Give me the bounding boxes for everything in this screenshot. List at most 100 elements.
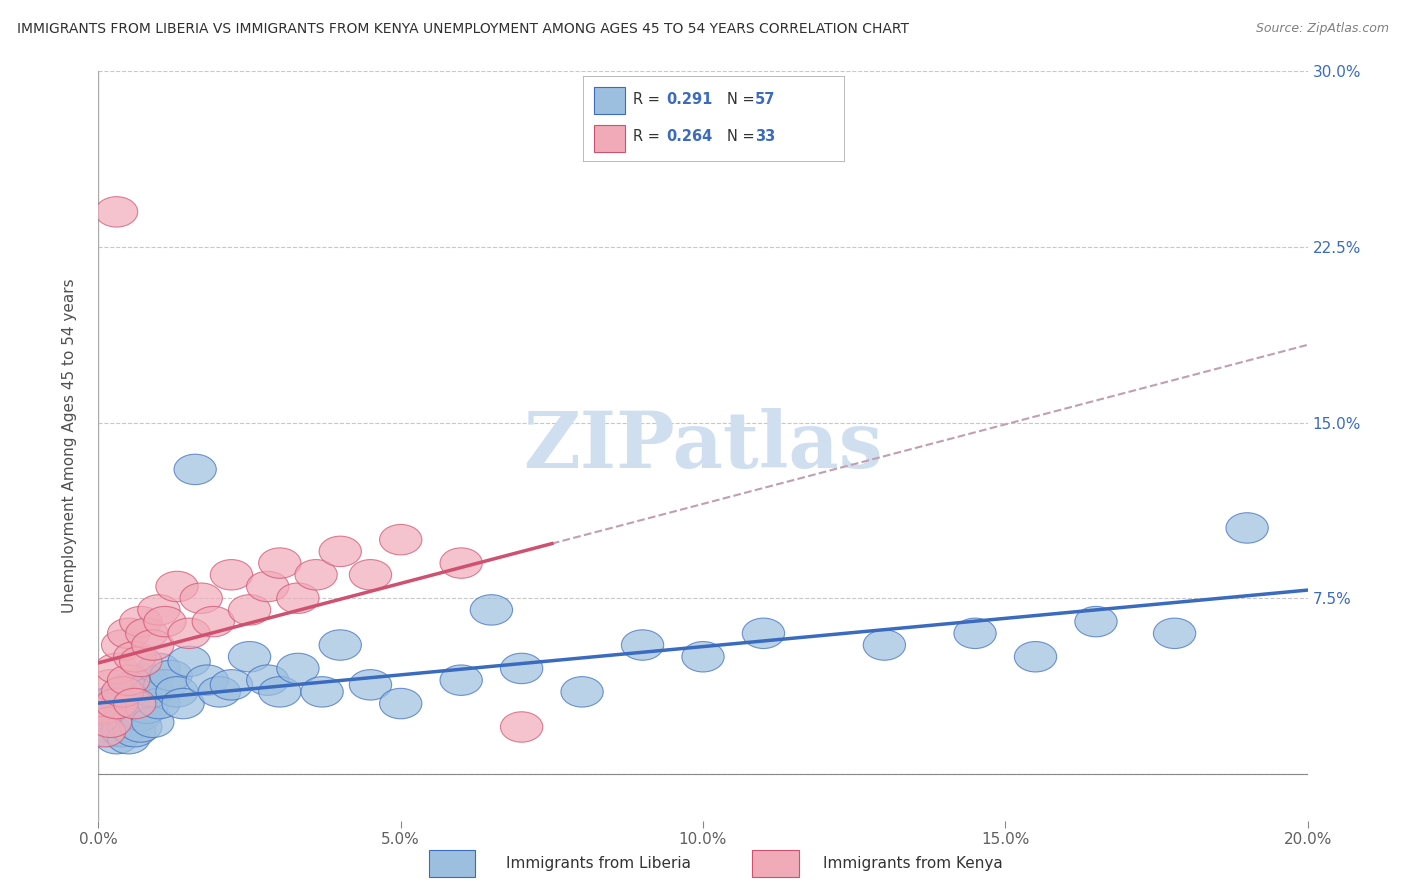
Ellipse shape <box>211 670 253 700</box>
Ellipse shape <box>96 683 138 714</box>
Ellipse shape <box>132 707 174 738</box>
Ellipse shape <box>228 595 271 625</box>
Text: 33: 33 <box>755 129 776 145</box>
Ellipse shape <box>198 677 240 707</box>
Ellipse shape <box>621 630 664 660</box>
Ellipse shape <box>107 665 150 696</box>
Ellipse shape <box>120 646 162 677</box>
Ellipse shape <box>114 670 156 700</box>
Ellipse shape <box>90 670 132 700</box>
Ellipse shape <box>470 595 513 625</box>
Text: N =: N = <box>727 129 759 145</box>
Text: R =: R = <box>633 129 665 145</box>
Ellipse shape <box>132 630 174 660</box>
Text: 0.264: 0.264 <box>666 129 713 145</box>
Ellipse shape <box>114 700 156 731</box>
Ellipse shape <box>101 689 143 719</box>
Ellipse shape <box>440 548 482 578</box>
Ellipse shape <box>319 536 361 566</box>
Ellipse shape <box>83 689 125 719</box>
Ellipse shape <box>101 630 143 660</box>
FancyBboxPatch shape <box>593 125 626 152</box>
Ellipse shape <box>107 618 150 648</box>
Ellipse shape <box>114 689 156 719</box>
Ellipse shape <box>90 707 132 738</box>
Ellipse shape <box>96 653 138 683</box>
Text: ZIPatlas: ZIPatlas <box>523 408 883 484</box>
Ellipse shape <box>107 712 150 742</box>
Text: IMMIGRANTS FROM LIBERIA VS IMMIGRANTS FROM KENYA UNEMPLOYMENT AMONG AGES 45 TO 5: IMMIGRANTS FROM LIBERIA VS IMMIGRANTS FR… <box>17 22 908 37</box>
Ellipse shape <box>156 677 198 707</box>
Ellipse shape <box>561 677 603 707</box>
Ellipse shape <box>143 607 186 637</box>
Ellipse shape <box>186 665 228 696</box>
Ellipse shape <box>380 524 422 555</box>
Ellipse shape <box>83 712 125 742</box>
Ellipse shape <box>501 712 543 742</box>
Ellipse shape <box>167 618 211 648</box>
Ellipse shape <box>107 693 150 723</box>
Ellipse shape <box>174 454 217 484</box>
Ellipse shape <box>96 196 138 227</box>
Ellipse shape <box>259 548 301 578</box>
Ellipse shape <box>295 559 337 590</box>
Ellipse shape <box>742 618 785 648</box>
Ellipse shape <box>90 693 132 723</box>
Text: 57: 57 <box>755 92 776 107</box>
Ellipse shape <box>114 641 156 672</box>
Ellipse shape <box>501 653 543 683</box>
FancyBboxPatch shape <box>593 87 626 114</box>
Ellipse shape <box>125 693 167 723</box>
Ellipse shape <box>277 653 319 683</box>
Ellipse shape <box>349 559 392 590</box>
Ellipse shape <box>96 700 138 731</box>
Ellipse shape <box>125 618 167 648</box>
Ellipse shape <box>440 665 482 696</box>
Ellipse shape <box>120 700 162 731</box>
Ellipse shape <box>114 716 156 747</box>
Ellipse shape <box>90 716 132 747</box>
Ellipse shape <box>120 607 162 637</box>
Ellipse shape <box>101 707 143 738</box>
Ellipse shape <box>319 630 361 660</box>
Ellipse shape <box>246 571 288 602</box>
Ellipse shape <box>107 723 150 754</box>
Ellipse shape <box>228 641 271 672</box>
Text: Immigrants from Liberia: Immigrants from Liberia <box>506 856 692 871</box>
Ellipse shape <box>863 630 905 660</box>
Ellipse shape <box>380 689 422 719</box>
Ellipse shape <box>953 618 997 648</box>
Ellipse shape <box>349 670 392 700</box>
Ellipse shape <box>107 677 150 707</box>
Text: Immigrants from Kenya: Immigrants from Kenya <box>823 856 1002 871</box>
Text: Source: ZipAtlas.com: Source: ZipAtlas.com <box>1256 22 1389 36</box>
Ellipse shape <box>301 677 343 707</box>
Ellipse shape <box>101 677 143 707</box>
Ellipse shape <box>90 707 132 738</box>
Ellipse shape <box>246 665 288 696</box>
Text: N =: N = <box>727 92 759 107</box>
Ellipse shape <box>96 723 138 754</box>
Ellipse shape <box>193 607 235 637</box>
Ellipse shape <box>96 689 138 719</box>
Ellipse shape <box>162 689 204 719</box>
Ellipse shape <box>277 583 319 614</box>
Ellipse shape <box>138 595 180 625</box>
Ellipse shape <box>150 660 193 690</box>
Ellipse shape <box>143 670 186 700</box>
Ellipse shape <box>138 689 180 719</box>
Text: R =: R = <box>633 92 665 107</box>
Ellipse shape <box>101 716 143 747</box>
Ellipse shape <box>167 646 211 677</box>
Y-axis label: Unemployment Among Ages 45 to 54 years: Unemployment Among Ages 45 to 54 years <box>62 278 77 614</box>
Ellipse shape <box>180 583 222 614</box>
Ellipse shape <box>211 559 253 590</box>
Ellipse shape <box>1226 513 1268 543</box>
Ellipse shape <box>125 665 167 696</box>
Ellipse shape <box>1074 607 1118 637</box>
Ellipse shape <box>1014 641 1057 672</box>
Ellipse shape <box>120 712 162 742</box>
Ellipse shape <box>259 677 301 707</box>
Ellipse shape <box>83 716 125 747</box>
Ellipse shape <box>132 677 174 707</box>
